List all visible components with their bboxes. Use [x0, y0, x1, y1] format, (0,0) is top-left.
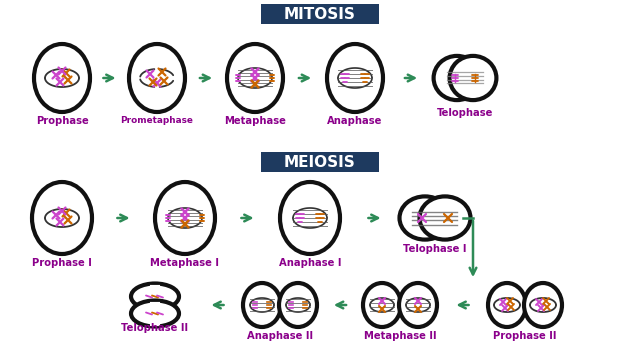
Text: Prometaphase: Prometaphase	[120, 116, 193, 125]
Ellipse shape	[419, 196, 470, 239]
Ellipse shape	[449, 56, 497, 100]
Ellipse shape	[279, 283, 317, 327]
Text: MEIOSIS: MEIOSIS	[284, 155, 356, 169]
Text: Anaphase I: Anaphase I	[279, 258, 341, 268]
Text: Metaphase: Metaphase	[224, 116, 286, 126]
Text: Metaphase I: Metaphase I	[150, 258, 220, 268]
Text: Telophase: Telophase	[437, 108, 493, 118]
Ellipse shape	[34, 44, 90, 112]
Text: Anaphase II: Anaphase II	[247, 331, 313, 341]
Ellipse shape	[227, 44, 283, 112]
Ellipse shape	[243, 283, 281, 327]
Ellipse shape	[399, 283, 437, 327]
Text: Metaphase II: Metaphase II	[364, 331, 436, 341]
Ellipse shape	[129, 44, 185, 112]
Ellipse shape	[488, 283, 526, 327]
Ellipse shape	[155, 182, 215, 254]
Ellipse shape	[131, 284, 179, 309]
FancyBboxPatch shape	[261, 4, 379, 24]
Ellipse shape	[280, 182, 340, 254]
Ellipse shape	[399, 196, 451, 239]
Text: Prophase II: Prophase II	[493, 331, 557, 341]
FancyBboxPatch shape	[261, 152, 379, 172]
Ellipse shape	[524, 283, 562, 327]
Text: Telophase I: Telophase I	[403, 244, 467, 254]
Ellipse shape	[363, 283, 401, 327]
Ellipse shape	[131, 300, 179, 326]
Text: MITOSIS: MITOSIS	[284, 7, 356, 21]
Text: Anaphase: Anaphase	[327, 116, 383, 126]
Ellipse shape	[32, 182, 92, 254]
Text: Prophase: Prophase	[36, 116, 88, 126]
Text: Prophase I: Prophase I	[32, 258, 92, 268]
Text: Telophase II: Telophase II	[122, 323, 189, 333]
Ellipse shape	[327, 44, 383, 112]
Ellipse shape	[433, 56, 481, 100]
